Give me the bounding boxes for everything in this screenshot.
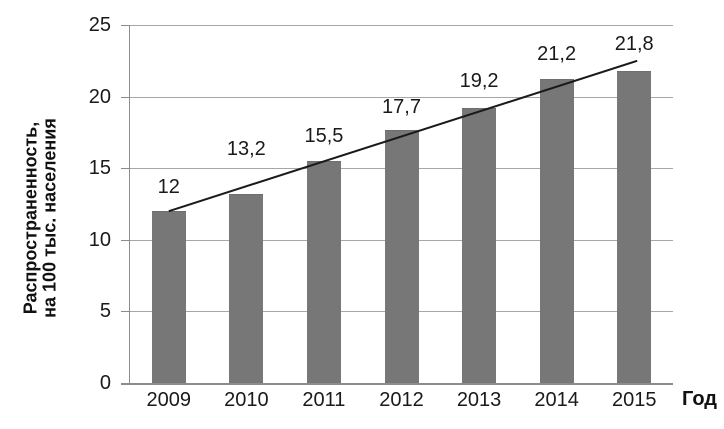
y-axis-line [129,25,130,385]
y-tick-label: 5 [99,300,111,323]
x-axis-line [121,383,673,385]
x-tick-label: 2014 [534,389,579,411]
y-tick-mark [121,168,129,170]
x-tick-label: 2015 [611,389,657,411]
x-tick-label: 2011 [302,389,346,411]
x-tick-label: 2009 [146,389,192,411]
bar-value-label: 15,5 [304,125,344,148]
y-tick-label: 15 [88,157,111,180]
bar [462,108,497,383]
bar-value-label: 17,7 [382,95,421,118]
y-tick-mark [121,239,129,241]
y-axis-title-line2: на 100 тыс. населения [40,118,60,318]
y-axis-title-line1: Распространенность, [20,121,41,315]
x-tick-label: 2012 [379,389,424,411]
gridline [130,25,673,26]
y-tick-mark [121,311,129,313]
bar [306,161,341,383]
y-tick-label: 0 [99,372,111,394]
x-axis-title: Год [682,388,717,410]
bar-value-label: 12 [157,176,180,199]
x-tick-label: 2013 [456,389,502,411]
bar [539,79,574,383]
y-tick-label: 20 [88,85,111,108]
x-tick-label: 2010 [224,389,269,411]
bar [229,193,264,383]
y-tick-label: 10 [88,228,111,251]
bar [151,211,186,383]
bar-value-label: 19,2 [459,70,499,93]
y-axis-title: Распространенность, на 100 тыс. населени… [20,118,61,318]
bar-value-label: 21,2 [537,43,577,66]
bar [617,70,652,383]
bar-value-label: 13,2 [226,137,266,160]
bar [384,129,419,383]
bar-value-label: 21,8 [614,32,654,55]
y-tick-mark [121,96,129,98]
y-tick-label: 25 [88,14,111,36]
y-tick-mark [121,25,129,26]
